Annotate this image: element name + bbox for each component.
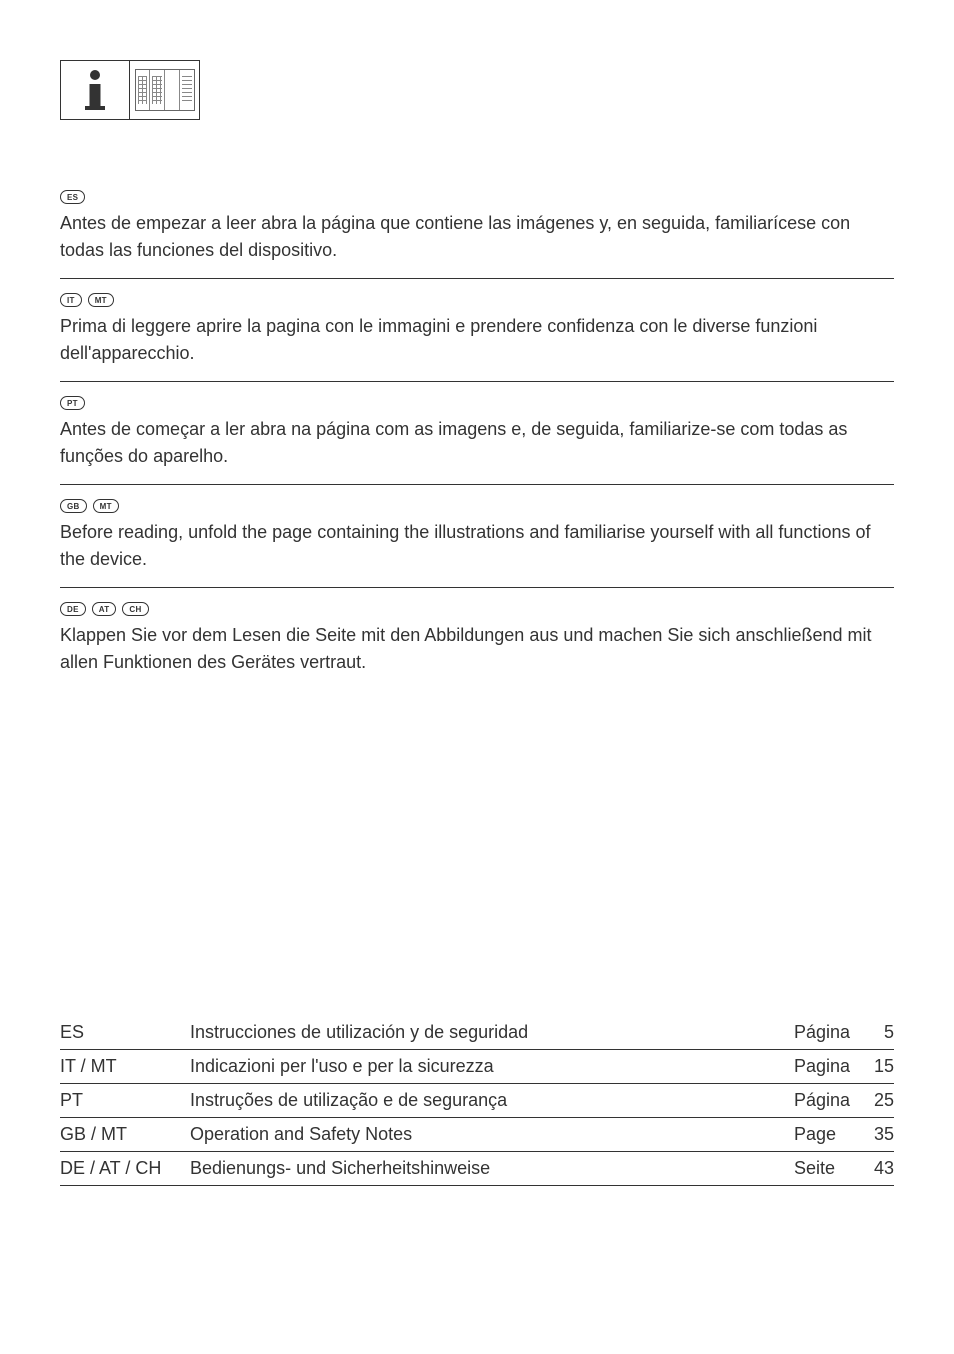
language-code-pill: IT <box>60 293 82 307</box>
toc-title: Indicazioni per l'uso e per la sicurezza <box>190 1056 794 1077</box>
language-code-pill: MT <box>93 499 119 513</box>
section-text: Klappen Sie vor dem Lesen die Seite mit … <box>60 622 894 676</box>
toc-page-label: Seite <box>794 1158 864 1179</box>
language-code-pill: ES <box>60 190 85 204</box>
toc-page-label: Página <box>794 1022 864 1043</box>
toc-code: ES <box>60 1022 190 1043</box>
language-codes: PT <box>60 396 894 410</box>
toc-page-number: 35 <box>864 1124 894 1145</box>
language-codes: GB MT <box>60 499 894 513</box>
language-section: PT Antes de começar a ler abra na página … <box>60 396 894 485</box>
language-code-pill: AT <box>92 602 117 616</box>
language-codes: IT MT <box>60 293 894 307</box>
toc-page-number: 25 <box>864 1090 894 1111</box>
toc-page-label: Page <box>794 1124 864 1145</box>
toc-row: DE / AT / CHBedienungs- und Sicherheitsh… <box>60 1152 894 1186</box>
language-code-pill: CH <box>122 602 148 616</box>
language-code-pill: MT <box>88 293 114 307</box>
toc-page-label: Pagina <box>794 1056 864 1077</box>
toc-page-label: Página <box>794 1090 864 1111</box>
section-text: Prima di leggere aprire la pagina con le… <box>60 313 894 367</box>
info-booklet-icon <box>60 60 200 120</box>
toc-row: IT / MTIndicazioni per l'uso e per la si… <box>60 1050 894 1084</box>
language-code-pill: DE <box>60 602 86 616</box>
toc-row: GB / MTOperation and Safety NotesPage35 <box>60 1118 894 1152</box>
toc-page-number: 5 <box>864 1022 894 1043</box>
toc-title: Instrucciones de utilización y de seguri… <box>190 1022 794 1043</box>
table-of-contents: ESInstrucciones de utilización y de segu… <box>60 1016 894 1186</box>
toc-code: DE / AT / CH <box>60 1158 190 1179</box>
section-text: Antes de começar a ler abra na página co… <box>60 416 894 470</box>
toc-code: PT <box>60 1090 190 1111</box>
language-section: DE AT CH Klappen Sie vor dem Lesen die Seit… <box>60 602 894 676</box>
language-section: GB MT Before reading, unfold the page cont… <box>60 499 894 588</box>
language-section: IT MT Prima di leggere aprire la pagina co… <box>60 293 894 382</box>
section-text: Antes de empezar a leer abra la página q… <box>60 210 894 264</box>
language-codes: DE AT CH <box>60 602 894 616</box>
toc-title: Instruções de utilização e de segurança <box>190 1090 794 1111</box>
booklet-icon <box>135 69 195 111</box>
toc-title: Operation and Safety Notes <box>190 1124 794 1145</box>
toc-row: ESInstrucciones de utilización y de segu… <box>60 1016 894 1050</box>
language-section: ES Antes de empezar a leer abra la página… <box>60 190 894 279</box>
toc-row: PTInstruções de utilização e de seguranç… <box>60 1084 894 1118</box>
language-code-pill: GB <box>60 499 87 513</box>
info-i-panel <box>61 61 130 119</box>
toc-code: IT / MT <box>60 1056 190 1077</box>
toc-code: GB / MT <box>60 1124 190 1145</box>
toc-page-number: 43 <box>864 1158 894 1179</box>
info-booklet-panel <box>130 61 199 119</box>
info-i-icon <box>86 70 104 110</box>
language-codes: ES <box>60 190 894 204</box>
toc-page-number: 15 <box>864 1056 894 1077</box>
language-code-pill: PT <box>60 396 85 410</box>
toc-title: Bedienungs- und Sicherheitshinweise <box>190 1158 794 1179</box>
section-text: Before reading, unfold the page containi… <box>60 519 894 573</box>
